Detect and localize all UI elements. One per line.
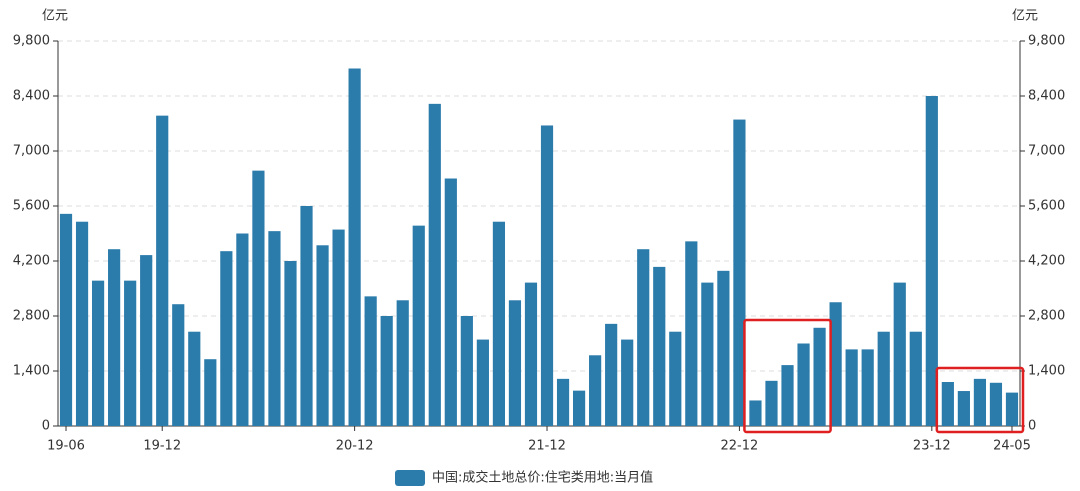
bar xyxy=(765,380,778,426)
y-tick-label: 0 xyxy=(42,419,50,434)
bar xyxy=(701,282,714,426)
bar xyxy=(941,382,954,426)
bar xyxy=(140,255,153,426)
bar xyxy=(909,331,922,426)
bar xyxy=(813,327,826,426)
bar xyxy=(1005,392,1019,426)
bar xyxy=(589,355,602,426)
bar xyxy=(59,213,73,426)
bar xyxy=(108,249,121,426)
x-tick-label: 22-12 xyxy=(721,439,759,454)
bar xyxy=(268,231,281,426)
bar xyxy=(605,323,618,426)
bar xyxy=(957,391,970,426)
y2-tick-label: 7,000 xyxy=(1028,144,1065,159)
bar xyxy=(91,280,105,426)
bar xyxy=(861,349,874,426)
bar xyxy=(877,331,890,426)
x-tick-label: 21-12 xyxy=(528,439,566,454)
bar xyxy=(188,331,201,426)
bar xyxy=(220,251,233,426)
highlight-box xyxy=(935,366,1025,434)
bar xyxy=(316,245,329,426)
bar xyxy=(572,390,586,426)
y2-unit: 亿元 xyxy=(1012,9,1038,24)
bar xyxy=(364,296,377,426)
bar xyxy=(749,400,762,426)
y2-tick-label: 1,400 xyxy=(1028,364,1065,379)
y2-tick-label: 2,800 xyxy=(1028,309,1065,324)
bar xyxy=(156,115,169,427)
y-tick-label: 1,400 xyxy=(13,364,50,379)
legend-swatch xyxy=(395,470,425,486)
bar xyxy=(444,178,457,426)
bar xyxy=(524,282,538,426)
bar xyxy=(925,96,938,426)
bar xyxy=(717,270,730,426)
bar xyxy=(556,378,570,426)
bar xyxy=(781,365,794,426)
y-tick-label: 9,800 xyxy=(13,34,50,49)
bar xyxy=(204,359,217,426)
bar xyxy=(797,343,810,426)
bar xyxy=(829,302,842,426)
y2-tick-label: 9,800 xyxy=(1028,34,1065,49)
highlight-box xyxy=(743,318,832,434)
bar xyxy=(348,68,361,426)
bar xyxy=(396,300,409,426)
bar xyxy=(172,304,185,426)
y2-tick-label: 8,400 xyxy=(1028,89,1065,104)
bar xyxy=(300,206,313,426)
bar xyxy=(540,125,554,426)
bar xyxy=(733,119,746,427)
bar xyxy=(989,382,1003,426)
bar xyxy=(236,233,249,426)
bar xyxy=(845,349,858,426)
y-tick-label: 7,000 xyxy=(13,144,50,159)
x-tick-label: 24-05 xyxy=(993,439,1031,454)
bar xyxy=(75,221,89,426)
bar xyxy=(621,339,634,426)
bar xyxy=(380,316,393,426)
y-tick-label: 2,800 xyxy=(13,309,50,324)
bar xyxy=(412,225,425,426)
x-tick-label: 19-06 xyxy=(47,439,85,454)
bar xyxy=(460,316,473,426)
x-tick-label: 19-12 xyxy=(143,439,181,454)
bar xyxy=(685,241,698,426)
legend-label: 中国:成交土地总价:住宅类用地:当月值 xyxy=(432,470,653,486)
y2-tick-label: 4,200 xyxy=(1028,254,1065,269)
y-unit: 亿元 xyxy=(42,9,68,24)
bar xyxy=(893,282,906,426)
bar xyxy=(973,378,987,426)
bar xyxy=(124,280,137,426)
x-tick-label: 23-12 xyxy=(913,439,951,454)
y-tick-label: 4,200 xyxy=(13,254,50,269)
bar xyxy=(492,221,506,426)
bar xyxy=(284,261,297,426)
y2-tick-label: 0 xyxy=(1028,419,1036,434)
y-tick-label: 8,400 xyxy=(13,89,50,104)
bar xyxy=(653,266,666,426)
y-tick-label: 5,600 xyxy=(13,199,50,214)
bar xyxy=(637,249,650,426)
bar xyxy=(508,300,522,426)
bar xyxy=(476,339,489,426)
bar xyxy=(332,229,345,426)
bar xyxy=(669,331,682,426)
x-tick-label: 20-12 xyxy=(336,439,374,454)
y2-tick-label: 5,600 xyxy=(1028,199,1065,214)
bar xyxy=(252,170,265,426)
bar xyxy=(428,103,441,426)
